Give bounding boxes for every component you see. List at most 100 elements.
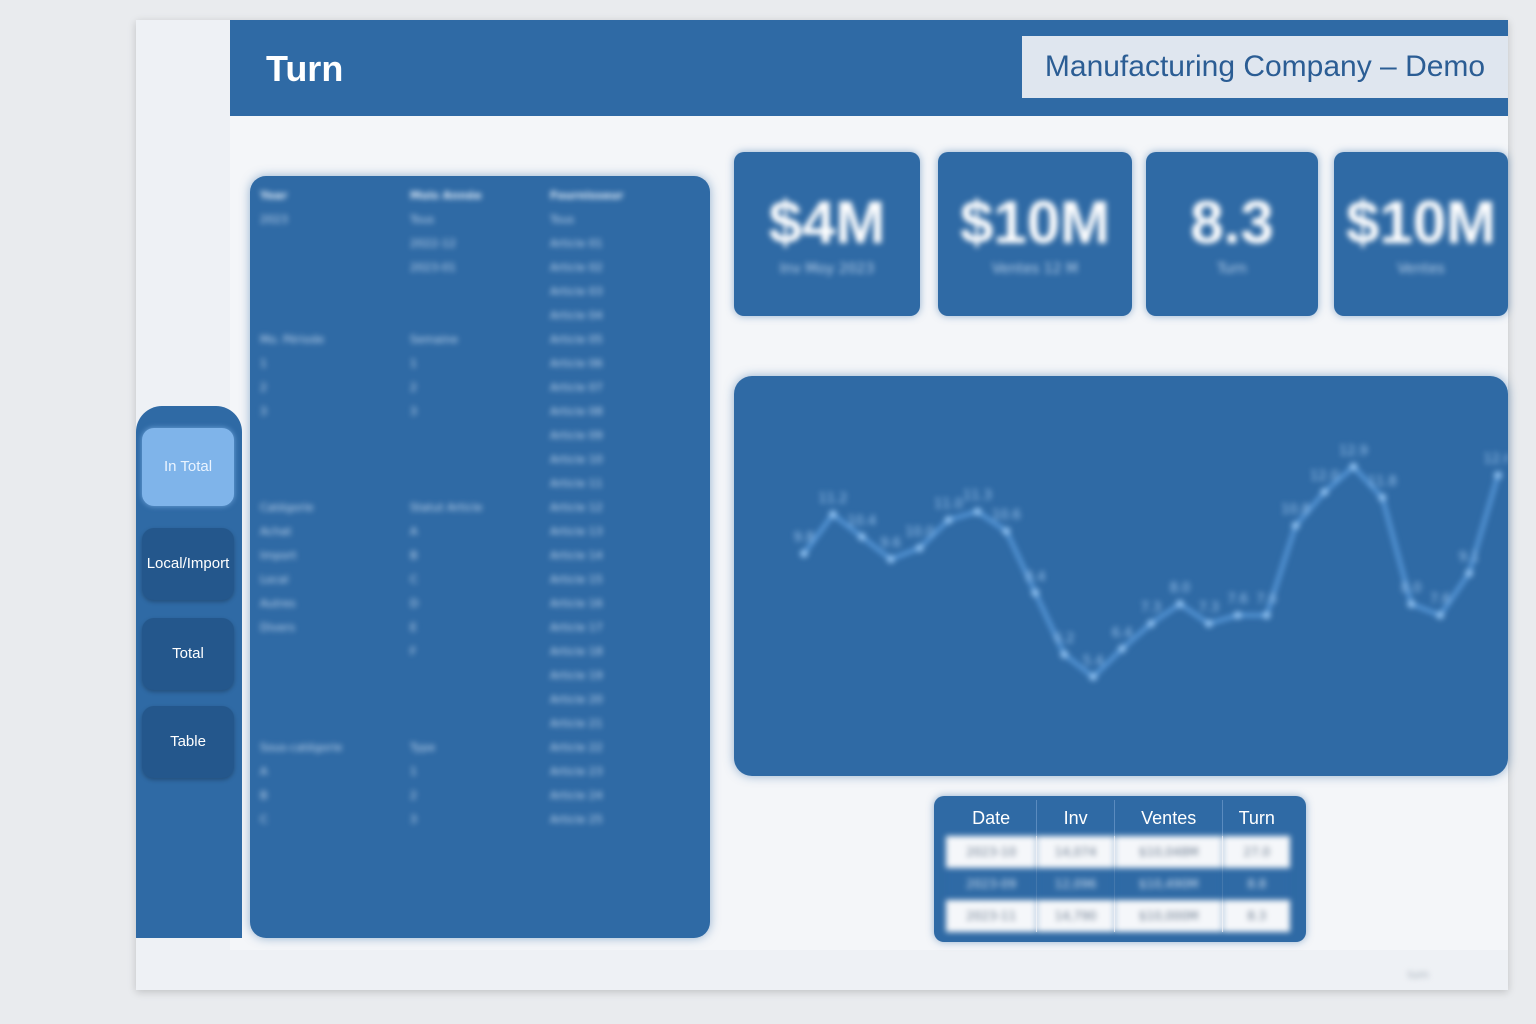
- slicer-item[interactable]: F: [410, 645, 417, 658]
- slicer-item[interactable]: Tous: [410, 213, 435, 226]
- slicer-item[interactable]: [410, 280, 550, 304]
- slicer-item[interactable]: 1: [410, 765, 417, 778]
- slicer-item[interactable]: Year: [260, 189, 288, 202]
- slicer-item[interactable]: E: [410, 621, 417, 634]
- slicer-item[interactable]: [410, 472, 550, 496]
- slicer-item[interactable]: Article 11: [550, 477, 603, 490]
- slicer-item[interactable]: 2: [260, 381, 267, 394]
- slicer-item[interactable]: Divers: [260, 621, 296, 634]
- turn-line-chart[interactable]: 9.8 11.2 10.4 9.6 10.0 11.0 11.3 10.6 8.4 6.2 5.4 6…: [734, 376, 1508, 776]
- slicer-item[interactable]: C: [410, 573, 418, 586]
- slicer-item[interactable]: A: [260, 765, 268, 778]
- slicer-item[interactable]: Article 02: [550, 261, 603, 274]
- slicer-item[interactable]: B: [410, 549, 418, 562]
- slicer-item[interactable]: [260, 640, 400, 664]
- table-cell: 8.3: [1222, 900, 1290, 932]
- chart-point: [1407, 600, 1416, 608]
- nav-button-in-total[interactable]: In Total: [142, 428, 234, 506]
- slicer-item[interactable]: Article 23: [550, 765, 603, 778]
- table-header-turn[interactable]: Turn: [1238, 807, 1275, 828]
- slicer-item[interactable]: Type: [410, 741, 436, 754]
- slicer-item[interactable]: 2: [410, 381, 417, 394]
- chart-point: [1436, 611, 1445, 620]
- table-header-ventes[interactable]: Ventes: [1114, 800, 1224, 836]
- slicer-item[interactable]: [410, 448, 550, 472]
- slicer-item[interactable]: Article 21: [550, 717, 603, 730]
- slicer-item[interactable]: A: [410, 525, 418, 538]
- slicer-item[interactable]: Article 01: [550, 237, 603, 250]
- slicer-item[interactable]: Article 04: [550, 309, 603, 322]
- slicer-item[interactable]: [260, 712, 400, 736]
- chart-point: [1494, 471, 1502, 480]
- chart-point: [1089, 672, 1098, 681]
- slicer-item[interactable]: 3: [410, 405, 417, 418]
- slicer-item[interactable]: Statut Article: [410, 501, 483, 514]
- slicer-item[interactable]: Article 10: [550, 453, 603, 466]
- slicer-item[interactable]: 1: [260, 357, 267, 370]
- slicer-column-2[interactable]: Mois Année Tous 2022-12 2023-01 Semaine 1 2 3 St…: [410, 184, 550, 832]
- kpi-label: Ventes 12 M: [991, 261, 1079, 277]
- slicer-item[interactable]: [410, 688, 550, 712]
- slicer-item[interactable]: Article 17: [550, 621, 603, 634]
- slicer-item[interactable]: [410, 664, 550, 688]
- slicer-item[interactable]: Article 16: [550, 597, 603, 610]
- slicer-item[interactable]: Import: [260, 549, 297, 562]
- slicer-item[interactable]: Article 15: [550, 573, 603, 586]
- slicer-item[interactable]: Catégorie: [260, 501, 314, 514]
- slicer-item[interactable]: Article 03: [550, 285, 603, 298]
- slicer-item[interactable]: [410, 424, 550, 448]
- slicer-item[interactable]: Semaine: [410, 333, 459, 346]
- slicer-item[interactable]: [260, 424, 400, 448]
- slicer-item[interactable]: Article 06: [550, 357, 603, 370]
- slicer-item[interactable]: Article 08: [550, 405, 603, 418]
- slicer-item[interactable]: 3: [260, 405, 267, 418]
- slicer-item[interactable]: [260, 448, 400, 472]
- nav-button-total[interactable]: Total: [142, 618, 234, 690]
- slicer-item[interactable]: [260, 280, 400, 304]
- table-header-date[interactable]: Date: [946, 800, 1038, 836]
- slicer-item[interactable]: 2023-01: [410, 261, 456, 274]
- slicer-item[interactable]: [260, 664, 400, 688]
- slicer-item[interactable]: [260, 304, 400, 328]
- slicer-item[interactable]: Article 25: [550, 813, 603, 826]
- slicer-item[interactable]: [410, 712, 550, 736]
- slicer-item[interactable]: [260, 232, 400, 256]
- slicer-item[interactable]: 2: [410, 789, 417, 802]
- slicer-item[interactable]: Article 12: [550, 501, 603, 514]
- slicer-item[interactable]: Article 05: [550, 333, 603, 346]
- slicer-item[interactable]: Article 22: [550, 741, 603, 754]
- slicer-item[interactable]: 1: [410, 357, 417, 370]
- slicer-column-1[interactable]: Year 2023 Mo. Période 1 2 3 Catégorie Achat Impo…: [260, 184, 400, 832]
- slicer-item[interactable]: [260, 688, 400, 712]
- slicer-item[interactable]: D: [410, 597, 419, 610]
- slicer-item[interactable]: 3: [410, 813, 417, 826]
- slicer-item[interactable]: B: [260, 789, 268, 802]
- slicer-item[interactable]: [260, 472, 400, 496]
- slicer-item[interactable]: Sous-catégorie: [260, 741, 343, 754]
- slicer-item[interactable]: [410, 304, 550, 328]
- table-header-inv[interactable]: Inv: [1036, 800, 1115, 836]
- slicer-item[interactable]: Achat: [260, 525, 292, 538]
- slicer-item[interactable]: Article 20: [550, 693, 603, 706]
- slicer-item[interactable]: Article 09: [550, 429, 603, 442]
- slicer-item[interactable]: [260, 256, 400, 280]
- slicer-item[interactable]: Autres: [260, 597, 296, 610]
- nav-button-table[interactable]: Table: [142, 706, 234, 778]
- slicer-item[interactable]: Mois Année: [410, 189, 482, 202]
- slicer-item[interactable]: Local: [260, 573, 289, 586]
- slicer-item[interactable]: Article 19: [550, 669, 603, 682]
- slicer-item[interactable]: Article 14: [550, 549, 603, 562]
- slicer-item[interactable]: C: [260, 813, 268, 826]
- slicer-item[interactable]: Article 13: [550, 525, 603, 538]
- slicer-item[interactable]: 2023: [260, 213, 288, 226]
- slicer-item[interactable]: Article 07: [550, 381, 603, 394]
- slicer-item[interactable]: Fournisseur: [550, 189, 624, 202]
- nav-button-local-import[interactable]: Local/Import: [142, 528, 234, 600]
- slicer-item[interactable]: Mo. Période: [260, 333, 325, 346]
- table-cell: 14,790: [1036, 900, 1115, 932]
- slicer-item[interactable]: Article 24: [550, 789, 603, 802]
- slicer-item[interactable]: Article 18: [550, 645, 603, 658]
- slicer-item[interactable]: Tous: [550, 213, 575, 226]
- slicer-item[interactable]: 2022-12: [410, 237, 456, 250]
- slicer-column-3[interactable]: Fournisseur Tous Article 01 Article 02 Artic…: [550, 184, 708, 832]
